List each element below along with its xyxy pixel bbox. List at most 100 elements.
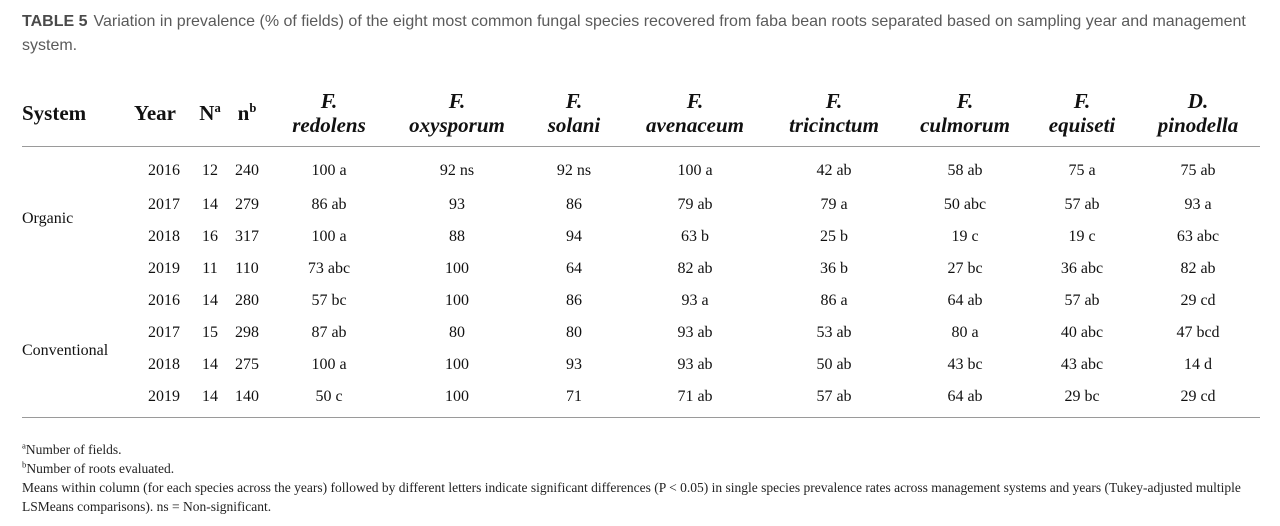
header-N-label: N	[199, 101, 215, 125]
table-body: Organic 2016 12 240 100 a 92 ns 92 ns 100 a 42 a…	[22, 147, 1260, 418]
value-cell: 71 ab	[677, 388, 713, 405]
year-cell: 2019	[148, 388, 180, 405]
value-cell: 43 abc	[1060, 356, 1104, 373]
species-epithet: oxysporum	[409, 113, 505, 137]
species-genus: F.	[448, 89, 466, 113]
value-cell: 93 a	[1184, 196, 1212, 213]
table-label: TABLE 5	[22, 13, 88, 30]
value-cell: 100 a	[311, 162, 347, 179]
value-cell: 57 bc	[311, 292, 347, 309]
value-cell: 64	[566, 260, 582, 277]
value-cell: 100 a	[677, 162, 713, 179]
header-species: F. tricinctum	[766, 80, 902, 147]
value-cell: 42 ab	[816, 162, 852, 179]
species-genus: F.	[956, 89, 974, 113]
n-cell: 317	[235, 228, 259, 245]
value-cell: 86	[566, 292, 582, 309]
table-header: System Year Na nb F. redolens F. oxysporum F…	[22, 80, 1260, 147]
year-cell: 2016	[148, 162, 180, 179]
table-row: Organic 2016 12 240 100 a 92 ns 92 ns 100 a 42 a…	[22, 147, 1260, 227]
value-cell: 87 ab	[311, 324, 347, 341]
caption-text: Variation in prevalence (% of fields) of…	[22, 13, 1246, 54]
value-cell: 80	[566, 324, 582, 341]
header-species: F. equiseti	[1028, 80, 1136, 147]
value-cell: 63 abc	[1176, 228, 1220, 245]
header-n-label: n	[237, 101, 250, 125]
value-cell: 64 ab	[947, 388, 983, 405]
value-cell: 58 ab	[947, 162, 983, 179]
value-cell: 79 ab	[677, 196, 713, 213]
value-cell: 93 ab	[677, 324, 713, 341]
n-cell: 279	[235, 196, 259, 213]
value-cell: 73 abc	[307, 260, 351, 277]
year-cell: 2017	[148, 196, 180, 213]
value-cell: 19 c	[1068, 228, 1096, 245]
header-system: System	[22, 101, 87, 125]
species-epithet: equiseti	[1048, 113, 1116, 137]
value-cell: 40 abc	[1060, 324, 1104, 341]
table-row: 2019 14 140 50 c 100 71 71 ab 57 ab 64 ab 29 bc 29…	[22, 381, 1260, 418]
N-cell: 11	[202, 260, 218, 277]
species-genus: F.	[825, 89, 843, 113]
N-cell: 14	[202, 196, 218, 213]
value-cell: 36 abc	[1060, 260, 1104, 277]
species-genus: D.	[1187, 89, 1209, 113]
year-cell: 2019	[148, 260, 180, 277]
species-genus: F.	[320, 89, 338, 113]
system-cell: Conventional	[22, 342, 109, 359]
value-cell: 29 cd	[1180, 388, 1216, 405]
header-n-sup: b	[249, 101, 257, 115]
value-cell: 88	[449, 228, 465, 245]
value-cell: 92 ns	[556, 162, 592, 179]
value-cell: 50 ab	[816, 356, 852, 373]
value-cell: 27 bc	[947, 260, 983, 277]
value-cell: 57 ab	[816, 388, 852, 405]
year-cell: 2018	[148, 356, 180, 373]
value-cell: 64 ab	[947, 292, 983, 309]
value-cell: 92 ns	[439, 162, 475, 179]
footnote: Means within column (for each species ac…	[22, 478, 1262, 516]
table-row: 2017 14 279 86 ab 93 86 79 ab 79 a 50 abc 57 ab 93…	[22, 189, 1260, 221]
value-cell: 29 bc	[1064, 388, 1100, 405]
value-cell: 75 a	[1068, 162, 1096, 179]
table-row: Conventional 2016 14 280 57 bc 100 86 93 a 86 a 6…	[22, 285, 1260, 359]
value-cell: 94	[566, 228, 582, 245]
value-cell: 29 cd	[1180, 292, 1216, 309]
table-row: 2017 15 298 87 ab 80 80 93 ab 53 ab 80 a 40 abc 47…	[22, 317, 1260, 349]
value-cell: 100	[445, 356, 469, 373]
header-n: nb	[226, 80, 268, 147]
header-N: Na	[194, 80, 226, 147]
header-N-sup: a	[214, 101, 221, 115]
value-cell: 75 ab	[1180, 162, 1216, 179]
prevalence-table: System Year Na nb F. redolens F. oxysporum F…	[22, 80, 1260, 418]
n-cell: 280	[235, 292, 259, 309]
value-cell: 25 b	[820, 228, 848, 245]
n-cell: 240	[235, 162, 259, 179]
species-epithet: redolens	[292, 113, 366, 137]
footnote: aNumber of fields.	[22, 440, 1262, 459]
year-cell: 2017	[148, 324, 180, 341]
system-cell: Organic	[22, 210, 74, 227]
value-cell: 71	[566, 388, 582, 405]
value-cell: 43 bc	[947, 356, 983, 373]
N-cell: 14	[202, 388, 218, 405]
value-cell: 100 a	[311, 356, 347, 373]
value-cell: 80 a	[951, 324, 979, 341]
n-cell: 110	[235, 260, 259, 277]
N-cell: 12	[202, 162, 218, 179]
value-cell: 93 a	[681, 292, 709, 309]
footnote: bNumber of roots evaluated.	[22, 459, 1262, 478]
n-cell: 275	[235, 356, 259, 373]
n-cell: 140	[235, 388, 259, 405]
value-cell: 50 abc	[943, 196, 987, 213]
value-cell: 36 b	[820, 260, 848, 277]
header-species: F. culmorum	[902, 80, 1028, 147]
value-cell: 57 ab	[1064, 196, 1100, 213]
footnote-text: Number of fields.	[25, 442, 122, 457]
value-cell: 14 d	[1184, 356, 1212, 373]
species-epithet: avenaceum	[646, 113, 744, 137]
table-row: 2019 11 110 73 abc 100 64 82 ab 36 b 27 bc 36 abc…	[22, 253, 1260, 285]
value-cell: 80	[449, 324, 465, 341]
footnote-text: Number of roots evaluated.	[26, 461, 175, 476]
value-cell: 57 ab	[1064, 292, 1100, 309]
